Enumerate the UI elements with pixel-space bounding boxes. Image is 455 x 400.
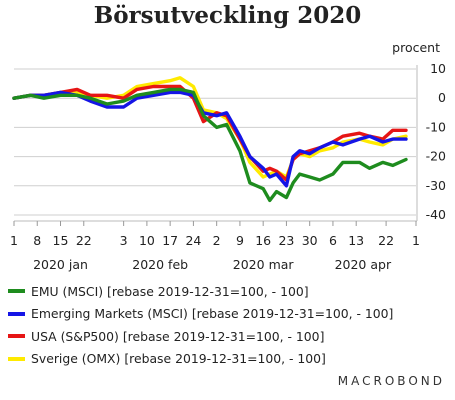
legend-item-emerging: Emerging Markets (MSCI) [rebase 2019-12-…: [8, 303, 393, 326]
x-tick-label: 22: [378, 233, 394, 248]
x-month-label: 2020 jan: [33, 257, 88, 272]
x-month-label: 2020 mar: [233, 257, 295, 272]
x-axis-ticks: [13, 220, 417, 226]
x-tick-label: 8: [33, 233, 41, 248]
legend-label-emerging: Emerging Markets (MSCI) [rebase 2019-12-…: [31, 306, 394, 322]
y-unit-label: procent: [392, 40, 440, 55]
y-tick-label: 0: [438, 90, 446, 105]
x-tick-label: 17: [162, 233, 178, 248]
series-line-0: [12, 87, 408, 203]
x-tick-label: 23: [278, 233, 294, 248]
legend-item-usa: USA (S&P500) [rebase 2019-12-31=100, - 1…: [8, 325, 393, 348]
legend-item-sverige: Sverige (OMX) [rebase 2019-12-31=100, - …: [8, 348, 393, 371]
series-lines: [12, 76, 408, 203]
legend-swatch-emu: [8, 289, 25, 294]
legend-label-usa: USA (S&P500) [rebase 2019-12-31=100, - 1…: [31, 328, 325, 344]
legend: EMU (MSCI) [rebase 2019-12-31=100, - 100…: [8, 280, 393, 370]
y-tick-label: -40: [426, 207, 446, 222]
legend-swatch-emerging: [8, 311, 25, 316]
x-tick-label: 2: [213, 233, 221, 248]
legend-label-emu: EMU (MSCI) [rebase 2019-12-31=100, - 100…: [31, 283, 309, 299]
legend-item-emu: EMU (MSCI) [rebase 2019-12-31=100, - 100…: [8, 280, 393, 303]
x-month-label: 2020 feb: [132, 257, 188, 272]
x-tick-label: 15: [53, 233, 69, 248]
x-tick-label: 6: [329, 233, 337, 248]
x-tick-label: 30: [302, 233, 318, 248]
chart-title: Börsutveckling 2020: [93, 2, 362, 29]
x-tick-label: 3: [120, 233, 128, 248]
macrobond-logo: MACROBOND: [337, 374, 445, 388]
x-tick-label: 1: [10, 233, 18, 248]
x-tick-label: 22: [76, 233, 92, 248]
series-line-1: [12, 90, 408, 188]
x-tick-label: 10: [139, 233, 155, 248]
y-tick-label: 10: [430, 61, 446, 76]
legend-label-sverige: Sverige (OMX) [rebase 2019-12-31=100, - …: [31, 351, 326, 367]
legend-swatch-usa: [8, 334, 25, 339]
series-line-2: [12, 84, 408, 182]
x-tick-label: 9: [236, 233, 244, 248]
x-month-label: 2020 apr: [335, 257, 392, 272]
x-tick-label: 24: [185, 233, 201, 248]
x-tick-label: 16: [255, 233, 271, 248]
x-tick-label: 13: [348, 233, 364, 248]
legend-swatch-sverige: [8, 356, 25, 361]
y-tick-label: -30: [426, 178, 446, 193]
y-tick-label: -20: [426, 149, 446, 164]
y-tick-label: -10: [426, 119, 446, 134]
x-tick-label: 1: [412, 233, 420, 248]
